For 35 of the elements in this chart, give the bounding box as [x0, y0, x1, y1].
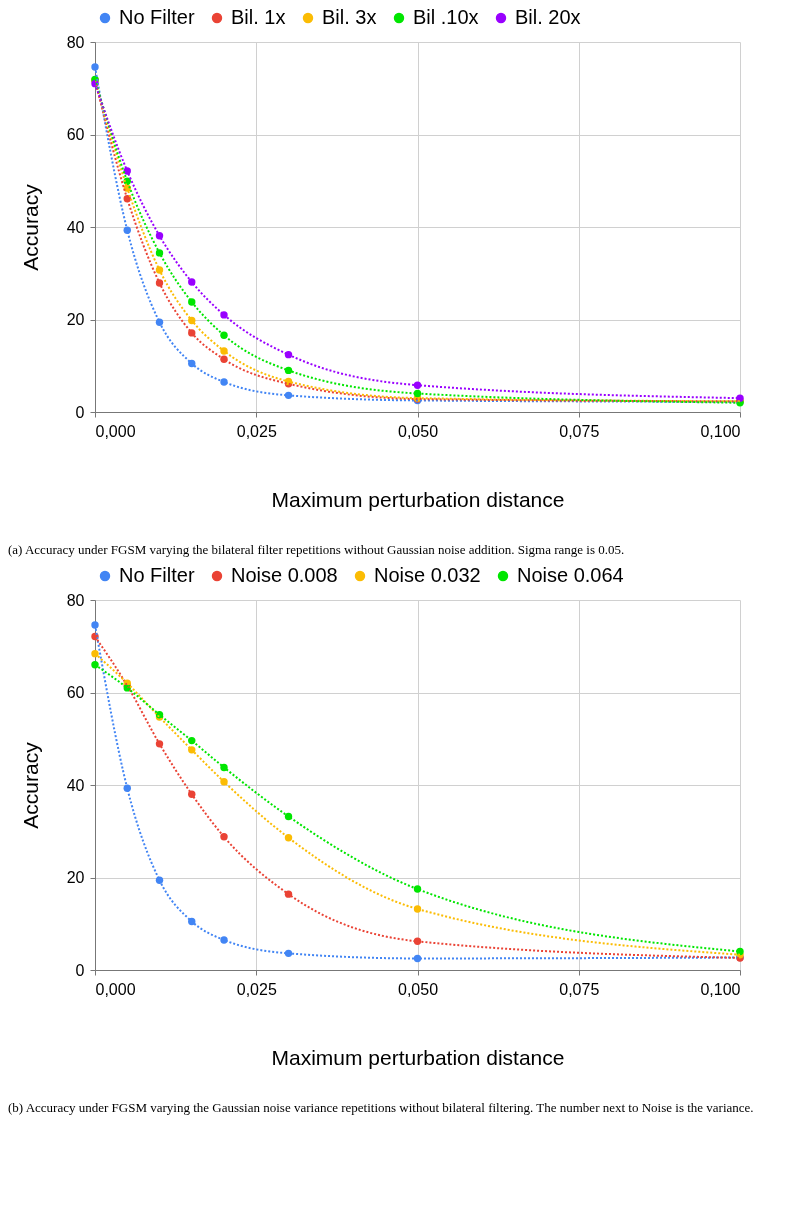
y-tick-label: 0 [75, 961, 85, 979]
legend-label: Noise 0.064 [517, 564, 624, 586]
x-tick-label: 0,000 [95, 422, 136, 440]
y-tick-label: 40 [66, 218, 85, 236]
legend-label: No Filter [119, 6, 195, 28]
x-tick-label: 0,050 [397, 980, 439, 998]
x-tick-label: 0,025 [236, 422, 277, 440]
y-tick-label: 40 [66, 776, 85, 794]
legend-label: Noise 0.008 [231, 564, 338, 586]
y-tick-label: 60 [66, 126, 85, 143]
x-tick-label: 0,075 [559, 980, 600, 998]
legend-label: Bil. 3x [322, 6, 377, 28]
x-tick-label: 0,025 [236, 980, 277, 998]
x-tick-label: 0,050 [397, 422, 439, 440]
x-axis-title: Maximum perturbation distance [271, 1045, 565, 1069]
y-tick-label: 80 [66, 33, 85, 51]
x-tick-label: 0,100 [700, 422, 741, 440]
x-axis-title: Maximum perturbation distance [271, 487, 565, 511]
y-axis-title: Accuracy [18, 183, 42, 271]
y-axis-title: Accuracy [18, 741, 42, 829]
y-tick-label: 0 [75, 403, 85, 421]
x-tick-label: 0,000 [95, 980, 136, 998]
legend-label: Bil .10x [413, 6, 479, 28]
legend-label: Bil. 1x [231, 6, 286, 28]
text: (b) Accuracy under FGSM varying the Gaussian noise variance repetitions without bilateral filtering. The number next to Noise is the variance. [8, 1100, 755, 1116]
x-tick-label: 0,100 [700, 980, 741, 998]
legend-label: Bil. 20x [515, 6, 581, 28]
text: (a) Accuracy under FGSM varying the bilateral filter repetitions without Gaussian noise addition. Sigma range is 0.05. [8, 542, 626, 558]
y-tick-label: 20 [66, 311, 85, 328]
y-tick-label: 80 [66, 591, 85, 609]
y-tick-label: 20 [66, 869, 85, 886]
legend-label: Noise 0.032 [374, 564, 481, 586]
x-tick-label: 0,075 [559, 422, 600, 440]
y-tick-label: 60 [66, 684, 85, 701]
legend-label: No Filter [119, 564, 195, 586]
